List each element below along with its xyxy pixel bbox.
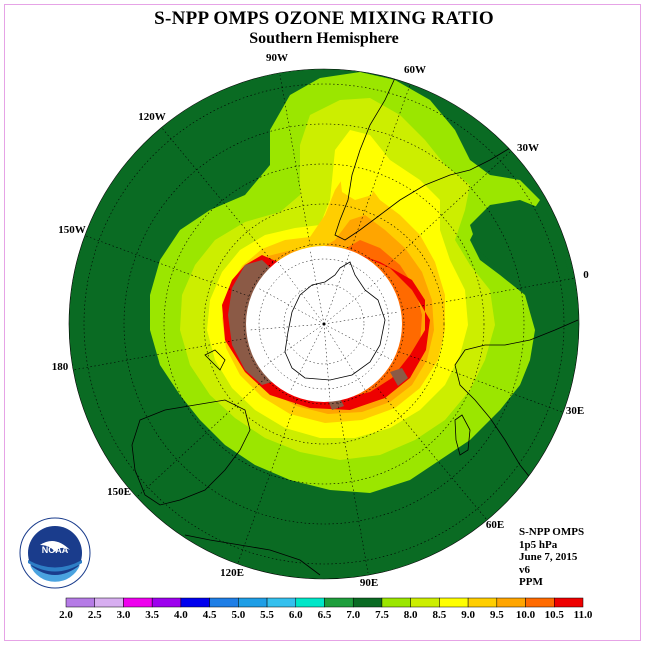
- lon-label-180: 180: [52, 361, 69, 373]
- colorbar-tick-label: 3.5: [145, 609, 160, 621]
- colorbar-swatch: [525, 597, 555, 608]
- colorbar-swatch: [266, 597, 297, 608]
- lon-label-120w: 120W: [138, 111, 166, 123]
- lon-label-90w: 90W: [266, 52, 288, 64]
- colorbar-swatch: [467, 597, 498, 608]
- colorbar-tick-label: 10.5: [544, 609, 564, 621]
- colorbar-tick-label: 11.0: [573, 609, 593, 621]
- polar-graticule: [249, 249, 399, 401]
- latitude-circles: [83, 83, 565, 565]
- info-version: v6: [519, 563, 530, 576]
- colorbar-tick-label: 4.0: [174, 609, 188, 621]
- lon-label-90e: 90E: [360, 577, 378, 589]
- colorbar-swatch: [65, 597, 95, 608]
- colorbar-tick-label: 9.0: [461, 609, 475, 621]
- lon-label-150e: 150E: [107, 486, 131, 498]
- lon-label-120e: 120E: [220, 567, 244, 579]
- colorbar-tick-label: 9.5: [489, 609, 504, 621]
- colorbar-tick-label: 8.0: [403, 609, 418, 621]
- colorbar-tick-label: 6.0: [288, 609, 303, 621]
- colorbar-tick-label: 3.0: [116, 609, 131, 621]
- lon-label-60e: 60E: [486, 519, 504, 531]
- noaa-logo: NOAA: [19, 517, 91, 589]
- coastlines: [131, 77, 579, 576]
- colorbar-swatch: [123, 597, 153, 608]
- ozone-band-11-0-east: [390, 368, 408, 386]
- colorbar-tick-label: 4.5: [202, 609, 217, 621]
- lon-label-0: 0: [583, 269, 589, 281]
- antarctica-coastline: [284, 261, 386, 381]
- colorbar-swatch: [151, 597, 182, 608]
- info-date: June 7, 2015: [519, 551, 578, 563]
- noaa-logo-text: NOAA: [42, 545, 69, 555]
- colorbar-swatch: [238, 597, 268, 608]
- colorbar-swatch: [209, 597, 239, 608]
- meridian-lines: [72, 74, 576, 574]
- colorbar-swatch: [352, 597, 383, 608]
- lon-label-150w: 150W: [58, 224, 86, 236]
- info-instrument: S-NPP OMPS: [519, 526, 585, 538]
- ozone-band-8-5-north: [340, 165, 375, 200]
- colorbar-swatch: [439, 597, 469, 608]
- colorbar-tick-label: 7.0: [346, 609, 361, 621]
- lon-label-30w: 30W: [517, 142, 539, 154]
- ozone-low-region: [470, 200, 570, 290]
- colorbar-tick-label: 7.5: [375, 609, 389, 621]
- colorbar-tick-label: 5.0: [231, 609, 246, 621]
- colorbar-swatch: [295, 597, 325, 608]
- colorbar: [65, 597, 584, 608]
- colorbar-swatch: [180, 597, 210, 608]
- info-level: 1p5 hPa: [519, 538, 558, 551]
- map-title: S-NPP OMPS OZONE MIXING RATIO: [154, 8, 494, 29]
- colorbar-tick-label: 6.5: [317, 609, 332, 621]
- colorbar-tick-label: 2.0: [59, 609, 73, 621]
- image-frame: [4, 4, 641, 641]
- colorbar-swatch: [554, 597, 584, 608]
- map-subtitle: Southern Hemisphere: [249, 30, 399, 47]
- colorbar-swatch: [324, 597, 354, 608]
- colorbar-tick-label: 10.0: [515, 609, 536, 621]
- colorbar-tick-label: 5.5: [260, 609, 274, 621]
- lon-label-30e: 30E: [566, 405, 584, 417]
- colorbar-swatch: [94, 597, 124, 608]
- colorbar-swatch: [410, 597, 440, 608]
- map-boundary: [68, 68, 580, 580]
- info-units: PPM: [519, 576, 543, 588]
- south-pole-marker: [322, 322, 326, 326]
- colorbar-tick-label: 2.5: [87, 609, 102, 621]
- colorbar-tick-label: 8.5: [432, 609, 447, 621]
- lon-label-60w: 60W: [404, 64, 426, 76]
- product-info: S-NPP OMPS 1p5 hPa June 7, 2015 v6 PPM: [519, 526, 584, 589]
- colorbar-swatch: [381, 597, 411, 608]
- colorbar-swatch: [496, 597, 526, 608]
